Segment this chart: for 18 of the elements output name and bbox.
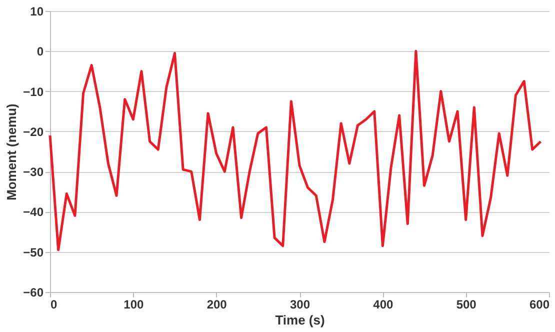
x-tick-label: 0 [50, 298, 58, 312]
x-tick-label: 400 [373, 298, 394, 312]
x-tick-label: 600 [529, 298, 550, 312]
x-tick-label: 300 [290, 298, 310, 312]
y-tick-label: 0 [36, 44, 44, 59]
x-axis-title: Time (s) [275, 312, 325, 328]
line-series [48, 50, 542, 252]
y-tick-label: −50 [23, 245, 44, 260]
y-tick-label: −30 [23, 165, 44, 180]
y-tick-label: 10 [30, 4, 44, 18]
x-tick-label: 500 [456, 298, 477, 312]
y-tick-label: −20 [23, 124, 44, 139]
y-tick-label: −40 [23, 205, 44, 220]
x-tick-label: 100 [124, 298, 144, 312]
y-tick-label: −60 [23, 286, 44, 300]
y-tick-label: −10 [23, 84, 44, 99]
x-tick-label: 200 [206, 298, 228, 312]
y-axis-title: Moment (nemu) [4, 104, 20, 200]
